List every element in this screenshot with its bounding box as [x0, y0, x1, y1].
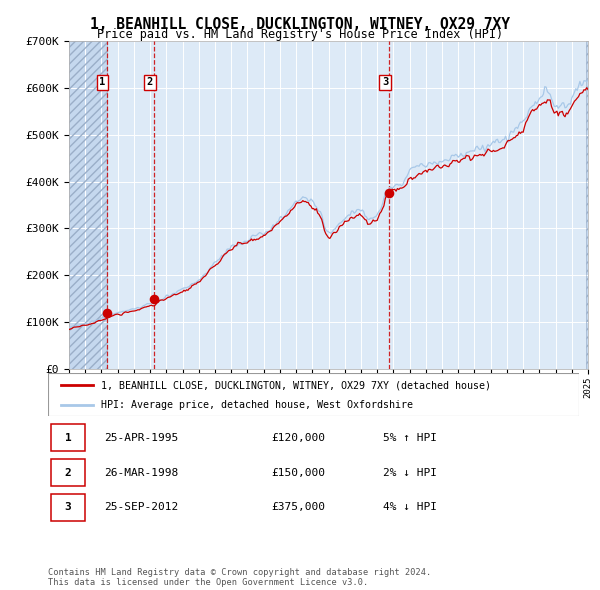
Text: 2: 2 — [147, 77, 153, 87]
Text: £150,000: £150,000 — [271, 468, 325, 477]
Text: 25-APR-1995: 25-APR-1995 — [104, 433, 178, 442]
Text: 2% ↓ HPI: 2% ↓ HPI — [383, 468, 437, 477]
Text: 2: 2 — [65, 468, 71, 477]
Text: Price paid vs. HM Land Registry's House Price Index (HPI): Price paid vs. HM Land Registry's House … — [97, 28, 503, 41]
Text: 26-MAR-1998: 26-MAR-1998 — [104, 468, 178, 477]
Text: HPI: Average price, detached house, West Oxfordshire: HPI: Average price, detached house, West… — [101, 401, 413, 410]
Text: 25-SEP-2012: 25-SEP-2012 — [104, 503, 178, 512]
Point — [385, 189, 394, 198]
Text: £375,000: £375,000 — [271, 503, 325, 512]
Bar — [586, 41, 588, 369]
Text: 1, BEANHILL CLOSE, DUCKLINGTON, WITNEY, OX29 7XY: 1, BEANHILL CLOSE, DUCKLINGTON, WITNEY, … — [90, 17, 510, 31]
Text: 1: 1 — [100, 77, 106, 87]
Bar — [69, 41, 107, 369]
Text: 1: 1 — [65, 433, 71, 442]
Point — [102, 308, 112, 317]
Text: 3: 3 — [382, 77, 388, 87]
Point — [149, 294, 159, 303]
Text: 3: 3 — [65, 503, 71, 512]
FancyBboxPatch shape — [50, 494, 85, 521]
Text: 5% ↑ HPI: 5% ↑ HPI — [383, 433, 437, 442]
Text: Contains HM Land Registry data © Crown copyright and database right 2024.
This d: Contains HM Land Registry data © Crown c… — [48, 568, 431, 587]
Text: 4% ↓ HPI: 4% ↓ HPI — [383, 503, 437, 512]
Bar — [586, 41, 588, 369]
Bar — [69, 41, 107, 369]
FancyBboxPatch shape — [50, 459, 85, 486]
Text: £120,000: £120,000 — [271, 433, 325, 442]
Text: 1, BEANHILL CLOSE, DUCKLINGTON, WITNEY, OX29 7XY (detached house): 1, BEANHILL CLOSE, DUCKLINGTON, WITNEY, … — [101, 381, 491, 391]
FancyBboxPatch shape — [50, 424, 85, 451]
FancyBboxPatch shape — [48, 373, 579, 416]
